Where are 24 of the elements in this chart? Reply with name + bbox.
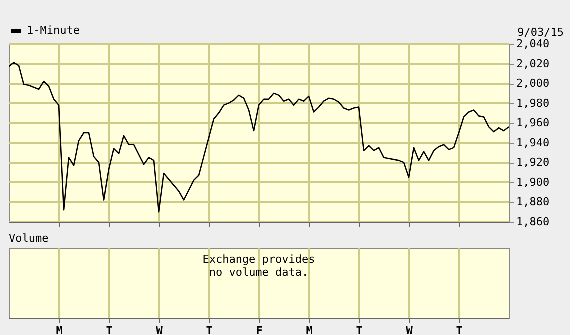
category-label: W (156, 324, 164, 335)
text: Exchange provides no volume data. (202, 253, 316, 279)
y-tick-label: 2,020 (516, 57, 550, 70)
category-label: M (56, 324, 64, 335)
legend-label: 1-Minute (27, 24, 80, 37)
y-tick-label: 1,980 (516, 96, 550, 110)
text: 9/03/15 (518, 26, 564, 39)
category-label: T (206, 324, 214, 335)
line-series (9, 62, 509, 213)
category-label: T (106, 324, 114, 335)
text: Volume (9, 232, 49, 245)
y-tick-label: 2,000 (516, 77, 550, 90)
y-tick-label: 1,900 (516, 176, 550, 189)
y-tick-label: 1,960 (516, 116, 550, 130)
y-tick-label: 2,040 (516, 38, 550, 50)
category-label: M (306, 324, 314, 335)
category-label: T (456, 324, 464, 335)
y-tick-label: 1,940 (516, 136, 550, 150)
y-tick-label: 1,880 (516, 196, 550, 209)
category-label: W (406, 324, 414, 335)
y-tick-label: 1,920 (516, 156, 550, 170)
category-label: F (256, 324, 263, 335)
category-label: T (356, 324, 364, 335)
y-tick-label: 1,860 (516, 216, 550, 228)
